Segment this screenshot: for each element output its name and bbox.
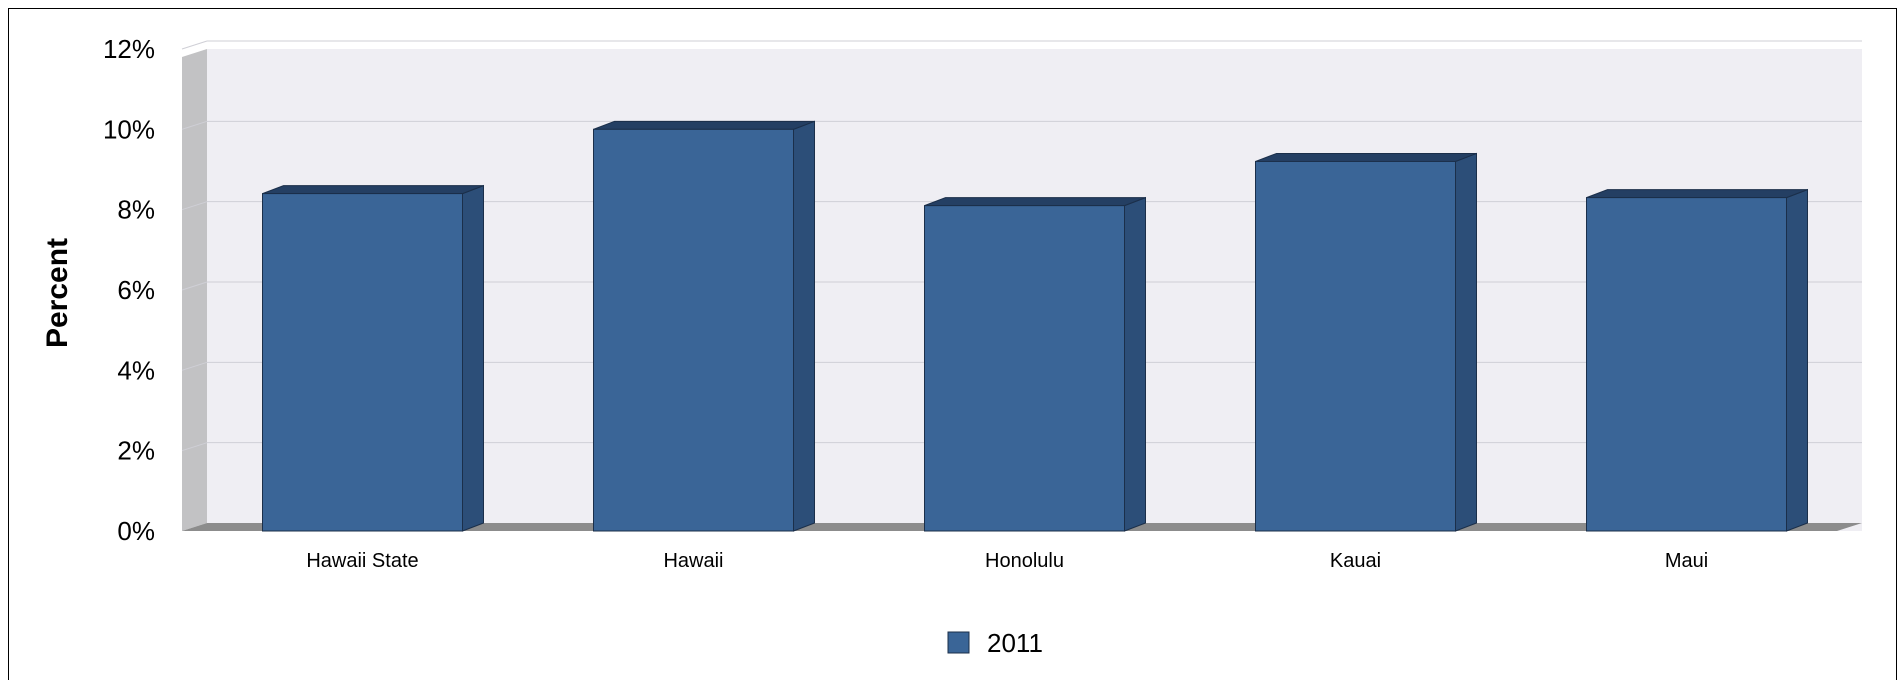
bar-top bbox=[924, 197, 1146, 207]
y-tick-label: 8% bbox=[117, 195, 155, 225]
x-tick-label: Honolulu bbox=[985, 550, 1064, 572]
bar-front bbox=[1255, 160, 1456, 532]
bar-front bbox=[924, 205, 1125, 532]
x-tick-label: Maui bbox=[1665, 550, 1708, 572]
bar-front bbox=[593, 128, 794, 532]
y-tick-label: 10% bbox=[103, 114, 155, 144]
y-axis-label: Percent bbox=[41, 238, 74, 348]
bar-side bbox=[462, 184, 484, 532]
bar-top bbox=[262, 185, 484, 195]
legend-swatch bbox=[947, 631, 970, 654]
bar bbox=[1255, 152, 1477, 532]
gridline-side bbox=[181, 120, 208, 130]
legend: 2011 bbox=[947, 628, 1043, 658]
bar-front bbox=[1586, 197, 1787, 532]
gridline-side bbox=[181, 201, 208, 211]
bar-side bbox=[1786, 188, 1808, 532]
bar bbox=[1586, 188, 1808, 532]
bar-side bbox=[1455, 152, 1477, 532]
x-tick-label: Hawaii State bbox=[306, 550, 418, 572]
bar-side bbox=[1124, 196, 1146, 532]
y-tick-label: 4% bbox=[117, 355, 155, 385]
gridline-side bbox=[181, 281, 208, 291]
x-tick-label: Hawaii bbox=[663, 550, 723, 572]
x-tick-label: Kauai bbox=[1330, 550, 1381, 572]
y-tick-label: 6% bbox=[117, 275, 155, 305]
side-wall bbox=[182, 49, 207, 531]
bar bbox=[924, 196, 1146, 532]
gridline-side bbox=[181, 442, 208, 452]
bar-top bbox=[593, 120, 815, 130]
legend-label: 2011 bbox=[987, 628, 1043, 658]
bar-side bbox=[793, 120, 815, 532]
gridline-side bbox=[181, 40, 208, 50]
y-tick-label: 2% bbox=[117, 436, 155, 466]
bar-top bbox=[1255, 152, 1477, 162]
gridline-side bbox=[181, 361, 208, 371]
y-tick-label: 12% bbox=[103, 34, 155, 64]
bar-front bbox=[262, 193, 463, 532]
bars bbox=[262, 120, 1808, 532]
y-axis-ticks: 0% 2% 4% 6% 8% 10% 12% bbox=[103, 34, 155, 546]
bar-top bbox=[1586, 189, 1808, 199]
bar bbox=[262, 184, 484, 532]
y-tick-label: 0% bbox=[117, 516, 155, 546]
x-axis-ticks: Hawaii State Hawaii Honolulu Kauai Maui bbox=[306, 550, 1708, 572]
chart-frame bbox=[8, 8, 1897, 680]
bar bbox=[593, 120, 815, 532]
